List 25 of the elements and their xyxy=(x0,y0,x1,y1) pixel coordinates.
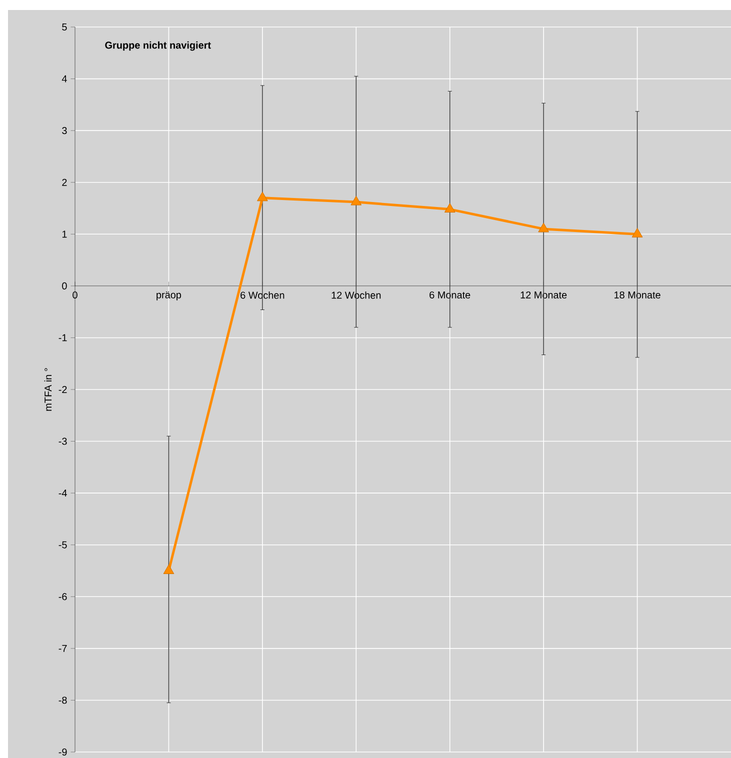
y-tick-label: -1 xyxy=(58,334,67,342)
y-tick-label: -8 xyxy=(58,696,67,704)
y-tick-label: 5 xyxy=(62,24,67,30)
y-tick-label: 1 xyxy=(62,230,67,238)
y-tick-label: -7 xyxy=(58,644,67,652)
y-tick-label: -6 xyxy=(58,593,67,600)
y-tick-label: 2 xyxy=(62,178,67,186)
point xyxy=(257,192,268,202)
point xyxy=(444,203,456,213)
point xyxy=(163,564,174,574)
y-tick-label: -5 xyxy=(58,541,67,548)
x-tick-label: 0 xyxy=(72,291,78,298)
text: Gruppe nicht navigiert xyxy=(105,41,211,51)
x-tick-label: präop xyxy=(156,291,182,300)
y-tick-label: -9 xyxy=(58,748,67,756)
y-axis-title: mTFA in ° xyxy=(44,368,52,411)
y-tick-label: 0 xyxy=(62,282,67,290)
point xyxy=(350,196,362,206)
y-tick-label: -4 xyxy=(58,490,67,496)
point xyxy=(632,228,643,238)
y-tick-label: 4 xyxy=(62,75,67,82)
point xyxy=(538,222,549,232)
y-tick-label: 3 xyxy=(62,127,67,134)
y-tick-label: -3 xyxy=(58,438,67,445)
y-tick-label: -2 xyxy=(58,386,67,393)
